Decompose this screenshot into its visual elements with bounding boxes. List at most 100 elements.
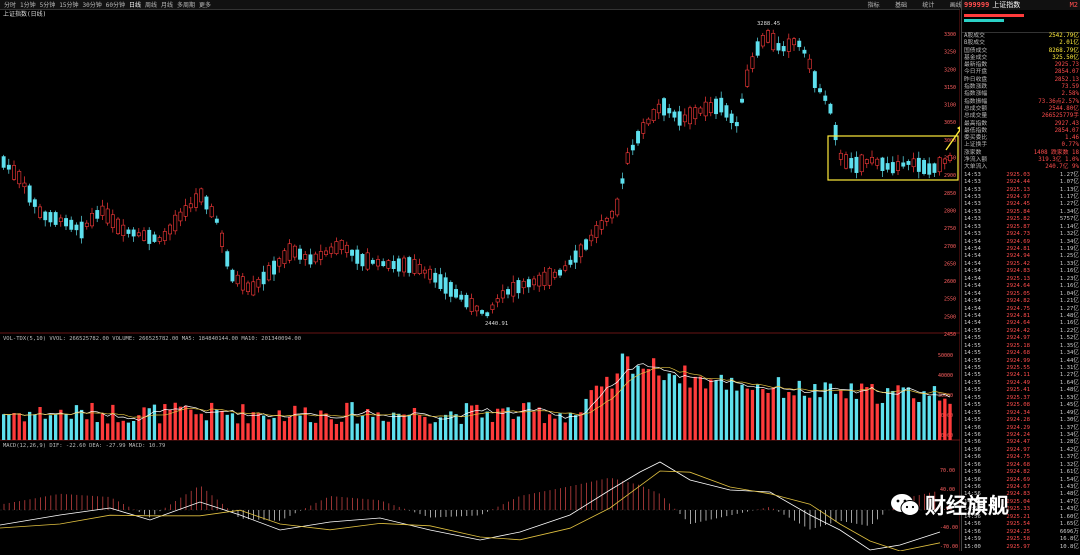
volume-bar — [652, 358, 656, 440]
stat-label: A股成交 — [964, 33, 985, 39]
tick-row: 14:53 2924.97 1.17亿 — [962, 194, 1080, 201]
tick-row: 14:56 2925.54 1.65亿 — [962, 521, 1080, 528]
tick-price: 2924.49 — [1006, 379, 1030, 386]
candle-body — [407, 257, 412, 273]
price-tick: 2750 — [944, 226, 956, 232]
candle-body — [53, 212, 58, 225]
stat-value: 2542.79亿 — [1048, 33, 1079, 39]
candle-body — [584, 239, 589, 250]
volume-bar — [438, 417, 443, 440]
tick-price: 2925.54 — [1006, 521, 1030, 528]
menu-item-2[interactable]: 统计 — [922, 2, 935, 9]
tick-price: 2924.45 — [1006, 201, 1030, 208]
stat-row: 国债成交 8268.79亿 — [962, 48, 1080, 55]
tick-time: 14:55 — [964, 417, 981, 424]
volume-bar — [163, 404, 167, 440]
volume-bar — [667, 373, 671, 440]
volume-bar — [641, 368, 645, 440]
volume-bar — [589, 390, 593, 440]
volume-bar — [345, 402, 349, 440]
tick-row: 14:56 2925.04 1.47亿 — [962, 499, 1080, 506]
volume-bar — [48, 415, 53, 440]
volume-bar — [662, 380, 666, 440]
candle-body — [79, 221, 84, 239]
volume-bar — [303, 407, 307, 440]
price-tick: 2450 — [944, 332, 956, 338]
candle-body — [630, 144, 635, 151]
candle-body — [500, 290, 505, 299]
candle-body — [641, 122, 646, 134]
tick-time: 14:53 — [964, 201, 981, 208]
tick-time: 14:56 — [964, 454, 981, 461]
candle-body — [365, 252, 370, 270]
candle-body — [792, 38, 797, 46]
tick-price: 2924.83 — [1006, 491, 1030, 498]
price-tick: 2500 — [944, 314, 956, 320]
menu-item-0[interactable]: 指标 — [867, 2, 880, 9]
volume-bar — [69, 418, 73, 440]
tick-volume: 1.34亿 — [1059, 208, 1079, 215]
candle-body — [937, 157, 942, 173]
period-tab-1[interactable]: 1分钟 — [20, 2, 36, 9]
volume-bar — [522, 403, 526, 440]
stat-value: 325.50亿 — [1052, 54, 1079, 61]
kline-chart[interactable]: 上证指数(日线) VOL-TDX(5,10) VVOL: 266525782.0… — [0, 10, 964, 552]
tick-time: 15:00 — [964, 543, 981, 550]
period-tab-4[interactable]: 30分钟 — [82, 2, 102, 9]
period-tab-0[interactable]: 分时 — [4, 2, 17, 9]
volume-bar — [870, 384, 874, 440]
period-tab-3[interactable]: 15分钟 — [59, 2, 79, 9]
period-tab-6[interactable]: 日线 — [128, 2, 141, 9]
chart-area[interactable]: 上证指数(日线) VOL-TDX(5,10) VVOL: 266525782.0… — [0, 10, 964, 552]
volume-bar — [891, 390, 895, 440]
candle-body — [688, 107, 693, 125]
period-tab-2[interactable]: 5分钟 — [39, 2, 56, 9]
tick-list[interactable]: 14:53 2925.03 1.27亿 14:53 2924.44 1.07亿 14:53 2… — [962, 172, 1080, 551]
stat-row: 今日开盘 2854.07 — [962, 69, 1080, 76]
stat-row: 指数振幅 73.36点2.57% — [962, 99, 1080, 106]
volume-bar — [563, 422, 567, 440]
tick-volume: 1.27亿 — [1059, 372, 1079, 379]
tick-price: 2925.13 — [1006, 275, 1030, 282]
volume-bar — [444, 414, 448, 440]
volume-bar — [610, 388, 614, 440]
candle-body — [95, 210, 100, 219]
tick-volume: 1.61亿 — [1059, 469, 1079, 476]
tick-row: 14:55 2925.08 1.45亿 — [962, 402, 1080, 409]
stat-label: 净流入额 — [964, 157, 988, 164]
tick-price: 2924.75 — [1006, 454, 1030, 461]
stat-label: 昨日收盘 — [964, 76, 988, 83]
tick-volume: 1.07亿 — [1059, 179, 1079, 186]
stat-row: 最高指数 2927.43 — [962, 121, 1080, 128]
volume-bar — [371, 416, 375, 440]
period-tab-9[interactable]: 多周期 — [177, 2, 196, 9]
volume-bar — [397, 413, 401, 440]
menu-item-3[interactable]: 画线 — [949, 2, 962, 9]
tick-time: 14:56 — [964, 439, 981, 446]
volume-bar — [719, 374, 723, 440]
tick-time: 14:53 — [964, 231, 981, 238]
macd-tick: -40.00 — [940, 525, 958, 531]
volume-bar — [210, 402, 214, 440]
tick-price: 2925.21 — [1006, 513, 1030, 520]
index-tag: M2 — [1069, 1, 1078, 9]
candle-body — [646, 118, 651, 125]
candle-body — [157, 237, 162, 242]
volume-bar — [600, 386, 604, 440]
volume-ma-line — [3, 367, 951, 418]
period-tab-7[interactable]: 周线 — [144, 2, 157, 9]
tick-price: 2925.55 — [1006, 365, 1030, 372]
volume-bar — [756, 384, 760, 440]
period-tab-10[interactable]: 更多 — [199, 2, 212, 9]
stat-label: 最新指数 — [964, 62, 988, 69]
volume-bar — [766, 392, 770, 440]
tick-time: 14:55 — [964, 379, 981, 386]
period-tab-8[interactable]: 月线 — [161, 2, 174, 9]
stat-label: 指数涨跌 — [964, 84, 988, 91]
price-tick: 2700 — [944, 244, 956, 250]
macd-header: MACD(12,26,9) DIF: -22.60 DEA: -27.99 MA… — [3, 443, 165, 449]
tick-price: 2924.47 — [1006, 439, 1030, 446]
period-tab-5[interactable]: 60分钟 — [105, 2, 125, 9]
menu-item-1[interactable]: 基础 — [895, 2, 908, 9]
candle-body — [204, 196, 209, 210]
